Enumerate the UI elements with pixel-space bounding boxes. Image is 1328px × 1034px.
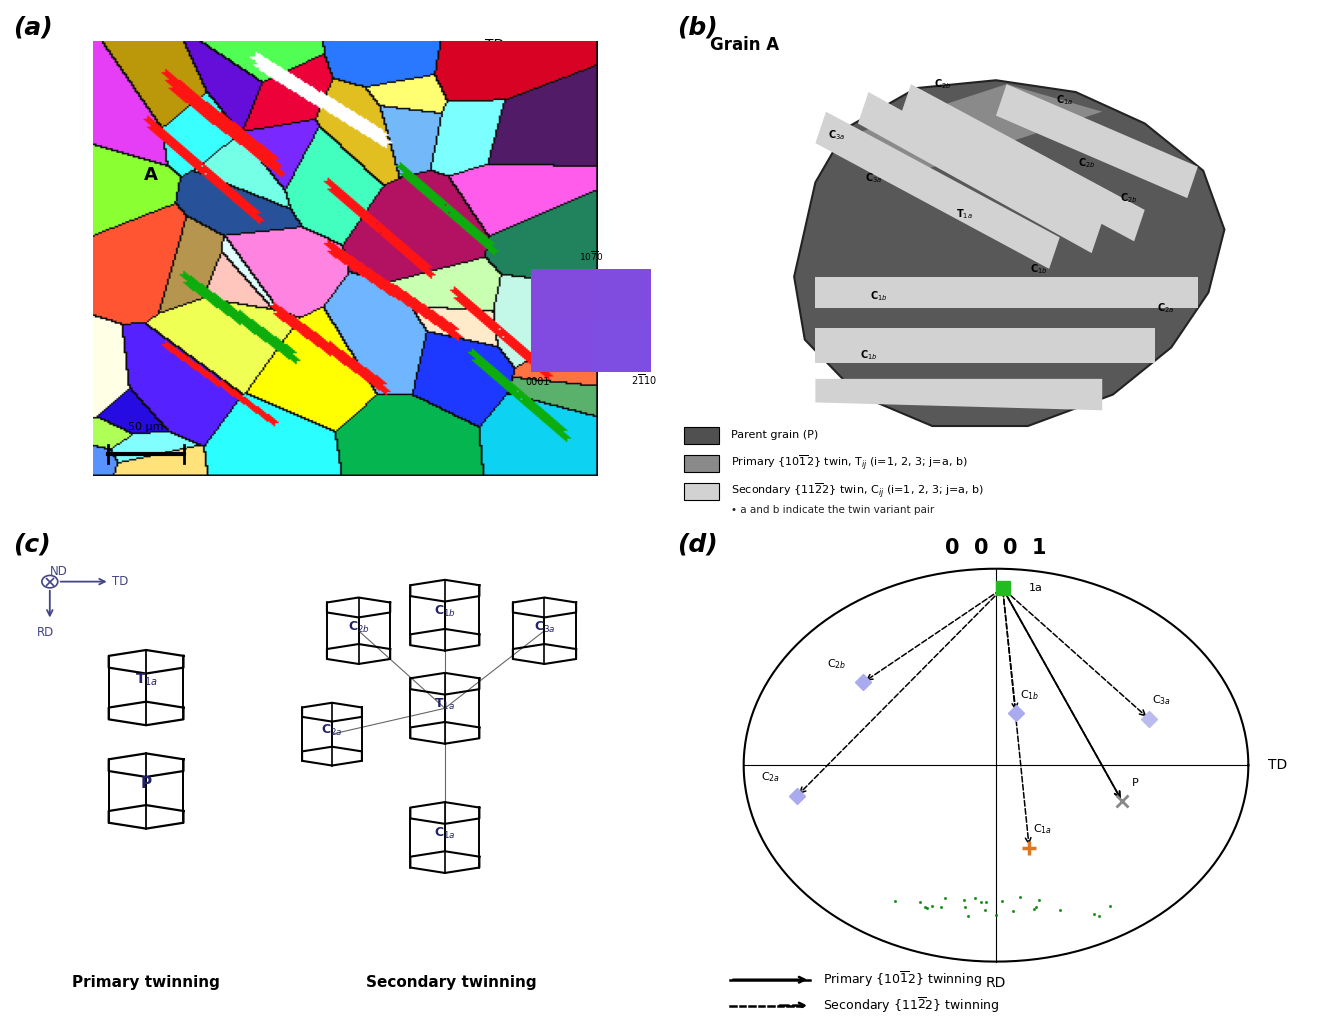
Text: T$_{1a}$: T$_{1a}$ <box>956 207 972 220</box>
Text: A: A <box>143 166 157 184</box>
Polygon shape <box>996 84 1198 199</box>
Text: C$_{1b}$: C$_{1b}$ <box>1020 688 1038 702</box>
Text: C$_{3a}$: C$_{3a}$ <box>1153 693 1171 707</box>
Text: TD: TD <box>1268 758 1287 772</box>
Text: Misorientation angle: Misorientation angle <box>385 145 540 158</box>
Text: C$_{2b}$: C$_{2b}$ <box>1077 156 1096 170</box>
Text: 50 μm: 50 μm <box>129 422 163 432</box>
Text: RD: RD <box>481 98 502 113</box>
Polygon shape <box>815 328 1155 363</box>
Text: C$_{2a}$: C$_{2a}$ <box>321 723 343 738</box>
Text: Primary {10$\overline{1}$2} twinning: Primary {10$\overline{1}$2} twinning <box>823 970 983 990</box>
FancyBboxPatch shape <box>684 427 718 445</box>
Text: {10$\overline{1}$2} twin: {10$\overline{1}$2} twin <box>452 290 522 306</box>
Text: • a and b indicate the twin variant pair: • a and b indicate the twin variant pair <box>732 506 935 515</box>
Text: C$_{1a}$: C$_{1a}$ <box>434 826 456 842</box>
Text: 2$\overline{1}$10: 2$\overline{1}$10 <box>631 372 657 387</box>
Text: TD: TD <box>485 38 503 53</box>
Text: C$_{1a}$: C$_{1a}$ <box>1056 93 1074 107</box>
Text: C$_{1b}$: C$_{1b}$ <box>859 348 878 362</box>
Text: 10$\overline{7}$0: 10$\overline{7}$0 <box>579 249 603 263</box>
Text: 64.4°±2°: 64.4°±2° <box>452 210 503 220</box>
Text: C$_{2a}$: C$_{2a}$ <box>761 770 780 785</box>
Text: C$_{1b}$: C$_{1b}$ <box>870 290 888 303</box>
Text: 5°-90°: 5°-90° <box>452 158 487 168</box>
Text: C$_{2b}$: C$_{2b}$ <box>934 78 952 91</box>
FancyBboxPatch shape <box>684 483 718 500</box>
Text: T$_{1a}$: T$_{1a}$ <box>434 697 456 712</box>
Polygon shape <box>900 84 1145 241</box>
Text: T$_{1a}$: T$_{1a}$ <box>134 672 158 688</box>
Text: 0  0  0  1: 0 0 0 1 <box>946 538 1046 557</box>
Text: C$_{2b}$: C$_{2b}$ <box>827 657 846 671</box>
Text: TD: TD <box>112 575 127 588</box>
Text: ND: ND <box>50 565 68 578</box>
Text: C$_{1a}$: C$_{1a}$ <box>1033 822 1052 837</box>
Text: Grain A: Grain A <box>710 36 780 54</box>
Text: C$_{3a}$: C$_{3a}$ <box>865 172 883 185</box>
Polygon shape <box>826 84 1102 171</box>
Text: (c): (c) <box>13 533 50 556</box>
Text: P: P <box>141 776 151 791</box>
Text: (d): (d) <box>677 533 718 556</box>
Text: C$_{3a}$: C$_{3a}$ <box>534 619 555 635</box>
Text: Secondary {11$\overline{2}$2} twin, C$_{ij}$ (i=1, 2, 3; j=a, b): Secondary {11$\overline{2}$2} twin, C$_{… <box>732 482 985 500</box>
Text: Grain boundary: Grain boundary <box>452 184 539 193</box>
Text: RD: RD <box>37 626 53 639</box>
Text: C$_{1b}$: C$_{1b}$ <box>434 604 456 619</box>
Text: (b): (b) <box>677 16 718 39</box>
Text: Secondary twinning: Secondary twinning <box>367 975 537 991</box>
Polygon shape <box>794 81 1224 426</box>
Polygon shape <box>815 378 1102 410</box>
Polygon shape <box>815 112 1060 269</box>
Text: 85°±2°: 85°±2° <box>452 267 493 277</box>
Text: 0001: 0001 <box>526 376 550 387</box>
Text: P: P <box>1131 778 1139 788</box>
Text: C$_{2b}$: C$_{2b}$ <box>348 619 369 635</box>
Text: C$_{2b}$: C$_{2b}$ <box>1120 191 1138 205</box>
Text: Secondary {11$\overline{2}$2} twinning: Secondary {11$\overline{2}$2} twinning <box>823 996 1000 1015</box>
Text: Primary {10$\overline{1}$2} twin, T$_{ij}$ (i=1, 2, 3; j=a, b): Primary {10$\overline{1}$2} twin, T$_{ij… <box>732 454 968 473</box>
Polygon shape <box>858 92 1102 253</box>
Text: {11$\overline{2}$2} twin: {11$\overline{2}$2} twin <box>452 233 522 249</box>
Text: 1a: 1a <box>1029 583 1042 594</box>
Text: C$_{3a}$: C$_{3a}$ <box>827 128 846 142</box>
Text: C$_{2a}$: C$_{2a}$ <box>1157 301 1175 315</box>
Text: RD: RD <box>985 976 1007 991</box>
Text: C$_{1b}$: C$_{1b}$ <box>1029 262 1048 276</box>
FancyBboxPatch shape <box>684 455 718 473</box>
Text: (a): (a) <box>13 16 53 39</box>
Polygon shape <box>815 277 1198 308</box>
Text: Parent grain (P): Parent grain (P) <box>732 430 819 440</box>
Text: Primary twinning: Primary twinning <box>72 975 220 991</box>
